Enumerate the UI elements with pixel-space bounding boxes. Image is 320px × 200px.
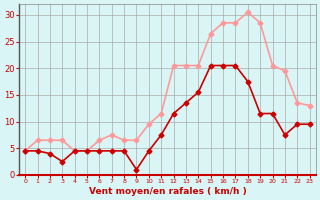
X-axis label: Vent moyen/en rafales ( km/h ): Vent moyen/en rafales ( km/h ) bbox=[89, 187, 246, 196]
